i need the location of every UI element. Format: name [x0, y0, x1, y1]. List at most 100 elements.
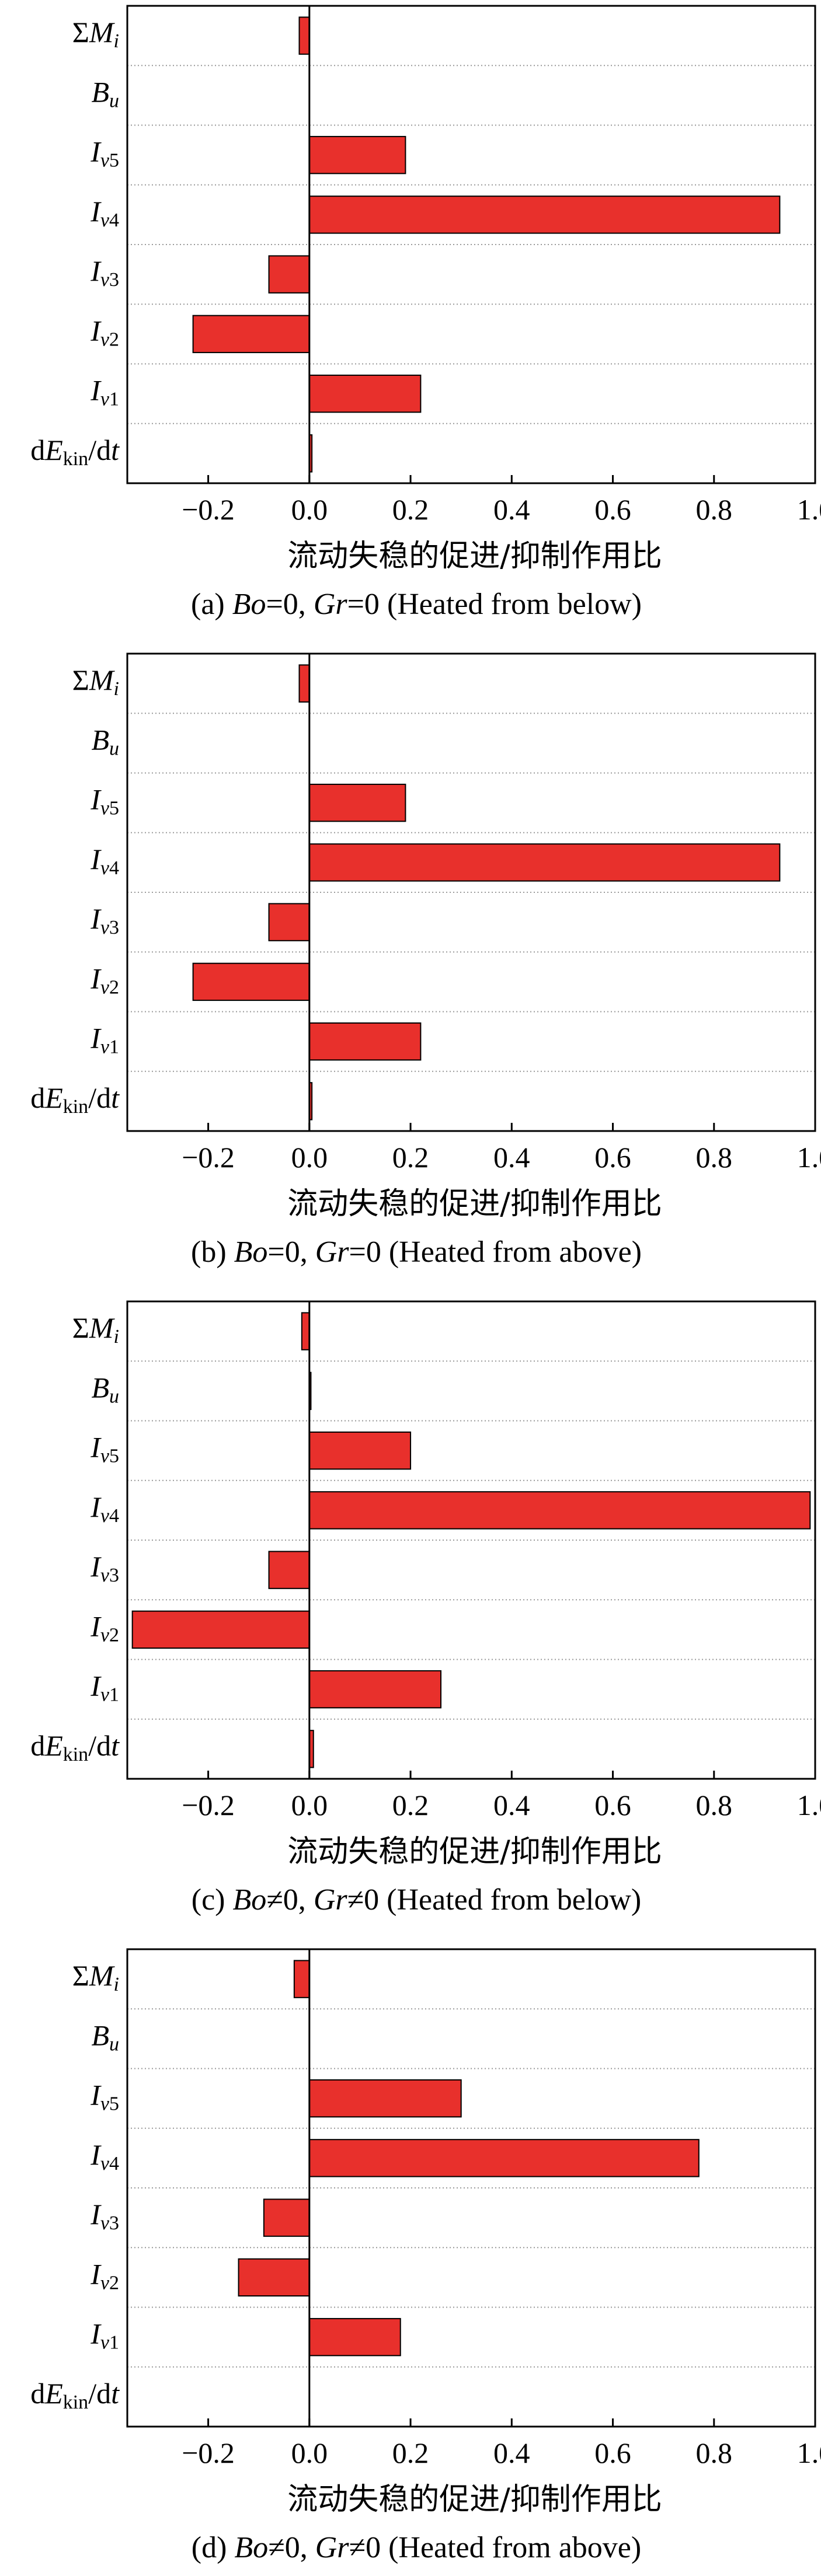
x-tick-label: 0.2 — [392, 1141, 429, 1174]
x-tick-label: 0.4 — [493, 1789, 530, 1821]
category-label: Iv5 — [90, 135, 119, 171]
plot-frame — [126, 5, 816, 484]
caption-part: (d) — [192, 2531, 235, 2564]
caption-part: (Heated from below) — [387, 588, 642, 621]
category-label: Iv2 — [90, 2258, 119, 2294]
x-tick-label: 1.0 — [797, 1789, 821, 1821]
category-label: Iv1 — [90, 1022, 119, 1057]
bar — [308, 2317, 401, 2357]
bar — [308, 2079, 462, 2118]
plot-frame — [126, 652, 816, 1132]
x-axis-label: 流动失稳的促进/抑制作用比 — [287, 2482, 662, 2517]
bar — [308, 1491, 811, 1530]
category-label: Iv5 — [90, 783, 119, 819]
bar — [298, 664, 310, 703]
category-label: ΣMi — [72, 664, 119, 700]
bar — [308, 783, 406, 822]
chart-panel: −0.2 0.0 0.2 0.4 0.6 0.8 1.0 ΣMi Bu Iv5 Iv4 Iv3 Iv2 I… — [30, 5, 821, 621]
caption-part: =0, — [266, 588, 313, 621]
x-tick-label: 0.6 — [594, 2437, 631, 2469]
x-tick-label: −0.2 — [182, 493, 235, 526]
category-label: Iv5 — [90, 1431, 119, 1467]
panel-caption: (d) Bo≠0, Gr≠0 (Heated from above) — [192, 2531, 641, 2564]
x-tick-label: 0.0 — [291, 1141, 328, 1174]
x-tick-label: 0.6 — [594, 493, 631, 526]
bar — [308, 1022, 422, 1061]
x-axis-label: 流动失稳的促进/抑制作用比 — [287, 1834, 662, 1869]
caption-part: ≠0, — [266, 1883, 314, 1917]
bar — [308, 135, 406, 174]
category-label: Bu — [91, 724, 119, 759]
category-label: Bu — [91, 76, 119, 111]
x-tick-label: 0.8 — [696, 493, 733, 526]
chart-panel: −0.2 0.0 0.2 0.4 0.6 0.8 1.0 ΣMi Bu Iv5 Iv4 Iv3 Iv2 I… — [30, 1300, 821, 1917]
category-label: Iv3 — [90, 2198, 119, 2234]
bar — [308, 196, 781, 234]
x-tick-label: 0.0 — [291, 1789, 328, 1821]
bar — [268, 255, 310, 294]
caption-part: ≠0 — [349, 2531, 389, 2564]
bar — [308, 843, 781, 882]
bar — [308, 1670, 442, 1709]
category-label: Iv5 — [90, 2079, 119, 2114]
category-label: Iv4 — [90, 2138, 119, 2174]
bar — [308, 374, 422, 413]
x-tick-label: 0.2 — [392, 493, 429, 526]
chart-panel: −0.2 0.0 0.2 0.4 0.6 0.8 1.0 ΣMi Bu Iv5 Iv4 Iv3 Iv2 I… — [30, 1948, 821, 2564]
caption-part: Bo — [233, 1883, 267, 1917]
panel-caption: (a) Bo=0, Gr=0 (Heated from below) — [191, 588, 642, 621]
category-label: Iv3 — [90, 1551, 119, 1586]
caption-part: (a) — [191, 588, 232, 621]
bar — [308, 1431, 412, 1470]
category-label: dEkin/dt — [30, 1729, 120, 1765]
caption-part: Gr — [315, 1235, 350, 1269]
bar — [293, 1960, 310, 1998]
caption-part: (c) — [192, 1883, 233, 1917]
category-label: Iv3 — [90, 255, 119, 291]
category-label: ΣMi — [72, 1312, 119, 1348]
category-label: Iv4 — [90, 1491, 119, 1526]
x-tick-label: −0.2 — [182, 2437, 235, 2469]
bar — [192, 962, 310, 1001]
caption-part: =0, — [267, 1235, 315, 1269]
caption-part: Bo — [232, 588, 266, 621]
caption-part: (Heated from below) — [387, 1883, 641, 1917]
x-tick-label: 1.0 — [797, 2437, 821, 2469]
x-axis-label: 流动失稳的促进/抑制作用比 — [287, 1186, 662, 1221]
category-label: Bu — [91, 2019, 119, 2055]
x-tick-label: 0.6 — [594, 1141, 631, 1174]
plot-frame — [126, 1300, 816, 1780]
category-label: dEkin/dt — [30, 2377, 120, 2413]
category-label: Iv3 — [90, 903, 119, 938]
x-tick-label: 1.0 — [797, 1141, 821, 1174]
plot-frame — [126, 1948, 816, 2428]
category-label: Bu — [91, 1371, 119, 1407]
caption-part: (Heated from above) — [389, 1235, 642, 1269]
x-tick-label: 0.8 — [696, 1789, 733, 1821]
category-label: Iv1 — [90, 2317, 119, 2353]
caption-part: ≠0, — [268, 2531, 315, 2564]
x-axis-label: 流动失稳的促进/抑制作用比 — [287, 539, 662, 574]
x-tick-label: 0.4 — [493, 493, 530, 526]
caption-part: ≠0 — [347, 1883, 387, 1917]
caption-part: =0 — [347, 588, 387, 621]
category-label: Iv4 — [90, 195, 119, 231]
category-label: ΣMi — [72, 16, 119, 52]
bar — [263, 2198, 310, 2237]
panel-caption: (c) Bo≠0, Gr≠0 (Heated from below) — [192, 1883, 641, 1917]
x-tick-label: 0.6 — [594, 1789, 631, 1821]
category-label: Iv2 — [90, 1610, 119, 1646]
x-tick-label: 0.4 — [493, 1141, 530, 1174]
category-label: Iv1 — [90, 1670, 119, 1705]
bar — [301, 1312, 310, 1350]
caption-part: Gr — [314, 1883, 348, 1917]
category-label: Iv2 — [90, 315, 119, 350]
x-tick-label: 0.0 — [291, 2437, 328, 2469]
caption-part: (Heated from above) — [388, 2531, 641, 2564]
caption-part: (b) — [191, 1235, 234, 1269]
x-tick-label: 0.8 — [696, 2437, 733, 2469]
x-tick-label: −0.2 — [182, 1141, 235, 1174]
category-label: Iv1 — [90, 374, 119, 410]
caption-part: Bo — [234, 2531, 268, 2564]
